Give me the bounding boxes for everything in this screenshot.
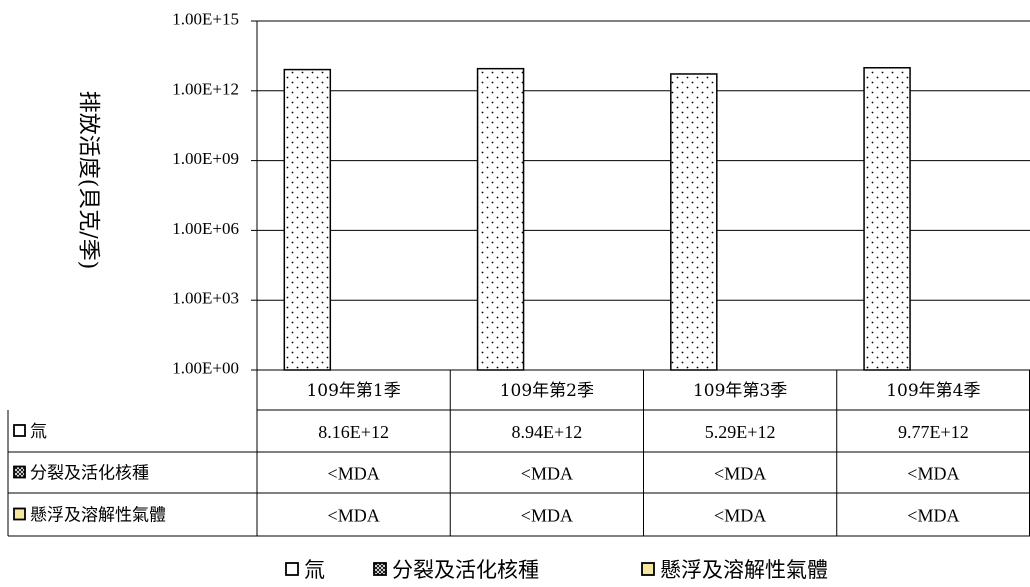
legend-label: 氚 <box>304 558 325 582</box>
bar <box>476 67 525 371</box>
plot-area: 1.00E+15 1.00E+12 1.00E+09 1.00E+06 1.00E+03… <box>172 10 1030 378</box>
x-tick-label: 109年第3季 <box>693 381 787 401</box>
x-tick-label: 109年第2季 <box>500 381 594 401</box>
table-row-label: 分裂及活化核種 <box>30 464 149 484</box>
y-axis-label: 排放活度(貝克/季) <box>76 91 101 270</box>
y-tick-label: 1.00E+03 <box>172 289 239 308</box>
legend-label: 分裂及活化核種 <box>392 558 539 582</box>
bar <box>283 68 332 371</box>
legend-swatch-icon <box>641 562 655 576</box>
y-tick-label: 1.00E+09 <box>172 149 239 168</box>
table-cell: <MDA <box>328 464 380 484</box>
table-cell: <MDA <box>521 506 573 526</box>
table-row-label: 氚 <box>30 422 47 442</box>
table-cell: 8.16E+12 <box>318 422 389 442</box>
y-tick-label: 1.00E+00 <box>172 359 239 378</box>
x-tick-label: 109年第1季 <box>306 381 400 401</box>
legend-swatch-icon <box>13 507 26 521</box>
legend-swatch-icon <box>373 562 387 576</box>
table-cell: <MDA <box>907 464 959 484</box>
table-cell: <MDA <box>714 506 766 526</box>
bar <box>863 67 911 371</box>
y-tick-label: 1.00E+12 <box>172 79 239 98</box>
legend: 氚 分裂及活化核種 懸浮及溶解性氣體 <box>285 558 828 582</box>
table-cell: <MDA <box>714 464 766 484</box>
table-cell: 5.29E+12 <box>705 422 776 442</box>
table-cell: <MDA <box>521 464 573 484</box>
table-cell: <MDA <box>907 506 959 526</box>
bar <box>670 73 718 371</box>
legend-swatch-icon <box>13 424 26 437</box>
table-row-label: 懸浮及溶解性氣體 <box>30 506 166 526</box>
legend-swatch-icon <box>285 562 299 576</box>
legend-label: 懸浮及溶解性氣體 <box>660 558 828 582</box>
y-tick-label: 1.00E+15 <box>172 10 239 29</box>
y-tick-label: 1.00E+06 <box>172 219 239 238</box>
legend-swatch-icon <box>13 465 26 479</box>
x-tick-label: 109年第4季 <box>886 381 980 401</box>
table-cell: <MDA <box>328 506 380 526</box>
table-cell: 9.77E+12 <box>898 422 969 442</box>
table-cell: 8.94E+12 <box>512 422 583 442</box>
